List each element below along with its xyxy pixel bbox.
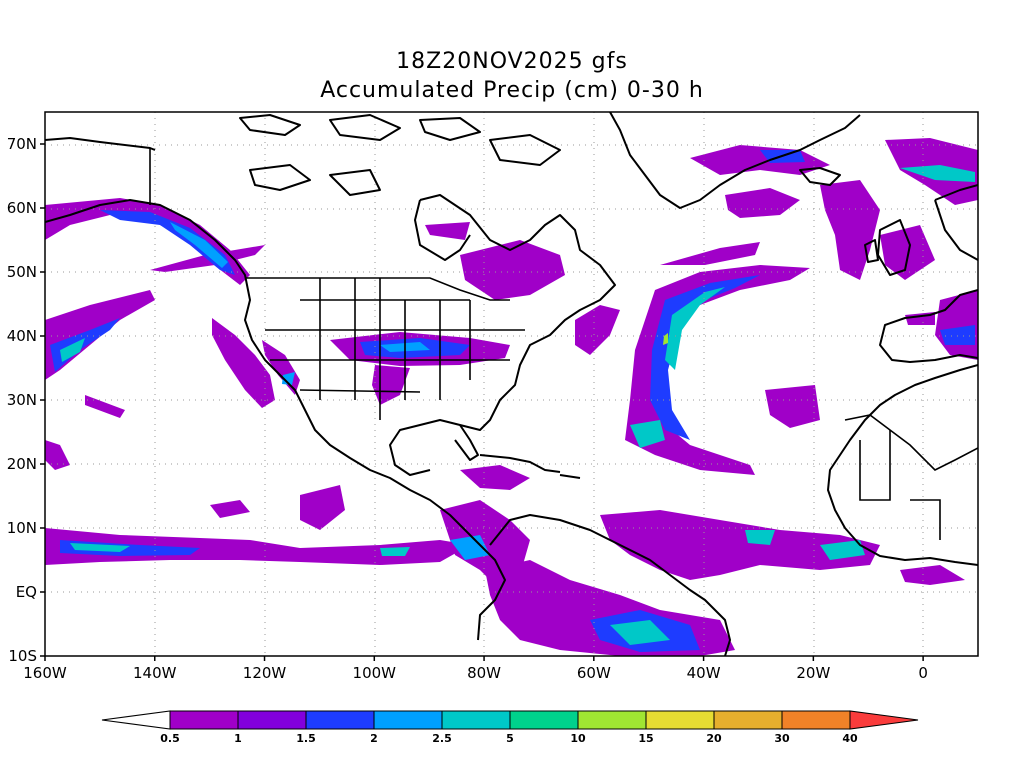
lon-tick-label: 40W — [687, 664, 721, 682]
lon-tick-label: 120W — [243, 664, 287, 682]
precip-colorbar: 0.5 1 1.5 2 2.5 5 10 15 20 30 40 — [101, 710, 919, 745]
colorbar-level-label: 40 — [842, 732, 858, 745]
colorbar-swatch — [441, 710, 511, 730]
colorbar-swatch — [645, 710, 715, 730]
political-boundaries — [149, 148, 978, 540]
map-title-line2: Accumulated Precip (cm) 0-30 h — [320, 78, 704, 103]
map-title-line1: 18Z20NOV2025 gfs — [396, 49, 628, 74]
colorbar-swatch — [237, 710, 307, 730]
colorbar-swatch — [509, 710, 579, 730]
colorbar-swatch — [305, 710, 375, 730]
lat-tick-label: 60N — [7, 199, 37, 217]
latitude-axis: 70N 60N 50N 40N 30N 20N 10N EQ 10S — [7, 135, 45, 665]
colorbar-level-label: 15 — [638, 732, 653, 745]
lat-tick-label: 20N — [7, 455, 37, 473]
colorbar-level-label: 1.5 — [296, 732, 316, 745]
colorbar-swatch — [577, 710, 647, 730]
lat-tick-label: 50N — [7, 263, 37, 281]
coastlines — [45, 112, 978, 656]
lon-tick-label: 80W — [467, 664, 501, 682]
colorbar-level-label: 2.5 — [432, 732, 452, 745]
colorbar-level-label: 0.5 — [160, 732, 180, 745]
colorbar-swatch — [373, 710, 443, 730]
colorbar-under-triangle — [101, 710, 171, 730]
lat-tick-label: 70N — [7, 135, 37, 153]
lat-tick-label: 10N — [7, 519, 37, 537]
lon-tick-label: 20W — [796, 664, 830, 682]
lon-tick-label: 140W — [133, 664, 177, 682]
lon-tick-label: 160W — [23, 664, 67, 682]
lon-tick-label: 0 — [918, 664, 928, 682]
colorbar-swatch — [713, 710, 783, 730]
lat-tick-label: 10S — [8, 647, 37, 665]
colorbar-level-label: 5 — [506, 732, 514, 745]
precip-field-heavy — [50, 150, 975, 652]
lat-tick-label: 30N — [7, 391, 37, 409]
plot-frame — [44, 111, 979, 657]
colorbar-level-label: 30 — [774, 732, 790, 745]
colorbar-swatch — [169, 710, 239, 730]
precip-field — [45, 138, 978, 656]
lat-tick-label: 40N — [7, 327, 37, 345]
gridlines — [45, 112, 978, 656]
colorbar-level-label: 10 — [570, 732, 586, 745]
colorbar-level-label: 1 — [234, 732, 242, 745]
lon-tick-label: 60W — [577, 664, 611, 682]
colorbar-swatch — [781, 710, 851, 730]
colorbar-level-label: 2 — [370, 732, 378, 745]
lat-tick-label: EQ — [16, 583, 37, 601]
colorbar-over-triangle — [849, 710, 919, 730]
colorbar-level-label: 20 — [706, 732, 722, 745]
longitude-axis: 160W 140W 120W 100W 80W 60W 40W 20W 0 — [23, 656, 928, 682]
lon-tick-label: 100W — [353, 664, 397, 682]
